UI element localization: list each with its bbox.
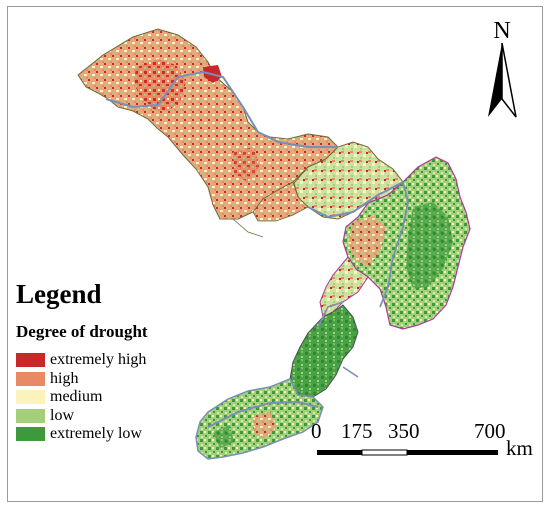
- drought-map: [77, 28, 498, 460]
- legend-item-high: high: [16, 370, 146, 389]
- legend-swatch: [16, 371, 45, 386]
- legend-swatch: [16, 353, 45, 368]
- north-letter: N: [493, 18, 511, 44]
- scale-tick-0: 0: [311, 419, 322, 443]
- legend-swatch: [16, 390, 45, 405]
- legend-swatch: [16, 408, 45, 423]
- north-arrow: N: [482, 19, 522, 119]
- region-south: [289, 304, 359, 398]
- extremely-high-core: [134, 59, 186, 111]
- region-east: [342, 156, 471, 330]
- legend-subtitle: Degree of drought: [16, 322, 148, 341]
- legend-label: medium: [50, 388, 103, 406]
- legend: extremely high high medium low extremely…: [16, 351, 146, 444]
- legend-title: Legend: [16, 279, 102, 309]
- north-arrow-icon: [488, 42, 517, 118]
- legend-item-extremely-high: extremely high: [16, 351, 146, 370]
- legend-label: extremely high: [50, 351, 147, 369]
- scale-tick-175: 175: [341, 419, 373, 443]
- scale-tick-350: 350: [388, 419, 420, 443]
- river: [105, 70, 338, 148]
- legend-label: high: [50, 369, 79, 387]
- legend-label: extremely low: [50, 425, 142, 443]
- legend-item-medium: medium: [16, 388, 146, 407]
- scale-bar: [317, 449, 498, 456]
- scale-tick-700: 700: [474, 419, 506, 443]
- map-frame: Legend Degree of drought extremely high …: [7, 6, 543, 502]
- scale-unit: km: [506, 436, 533, 460]
- legend-label: low: [50, 406, 74, 424]
- legend-item-extremely-low: extremely low: [16, 425, 146, 444]
- legend-swatch: [16, 427, 45, 442]
- legend-item-low: low: [16, 407, 146, 426]
